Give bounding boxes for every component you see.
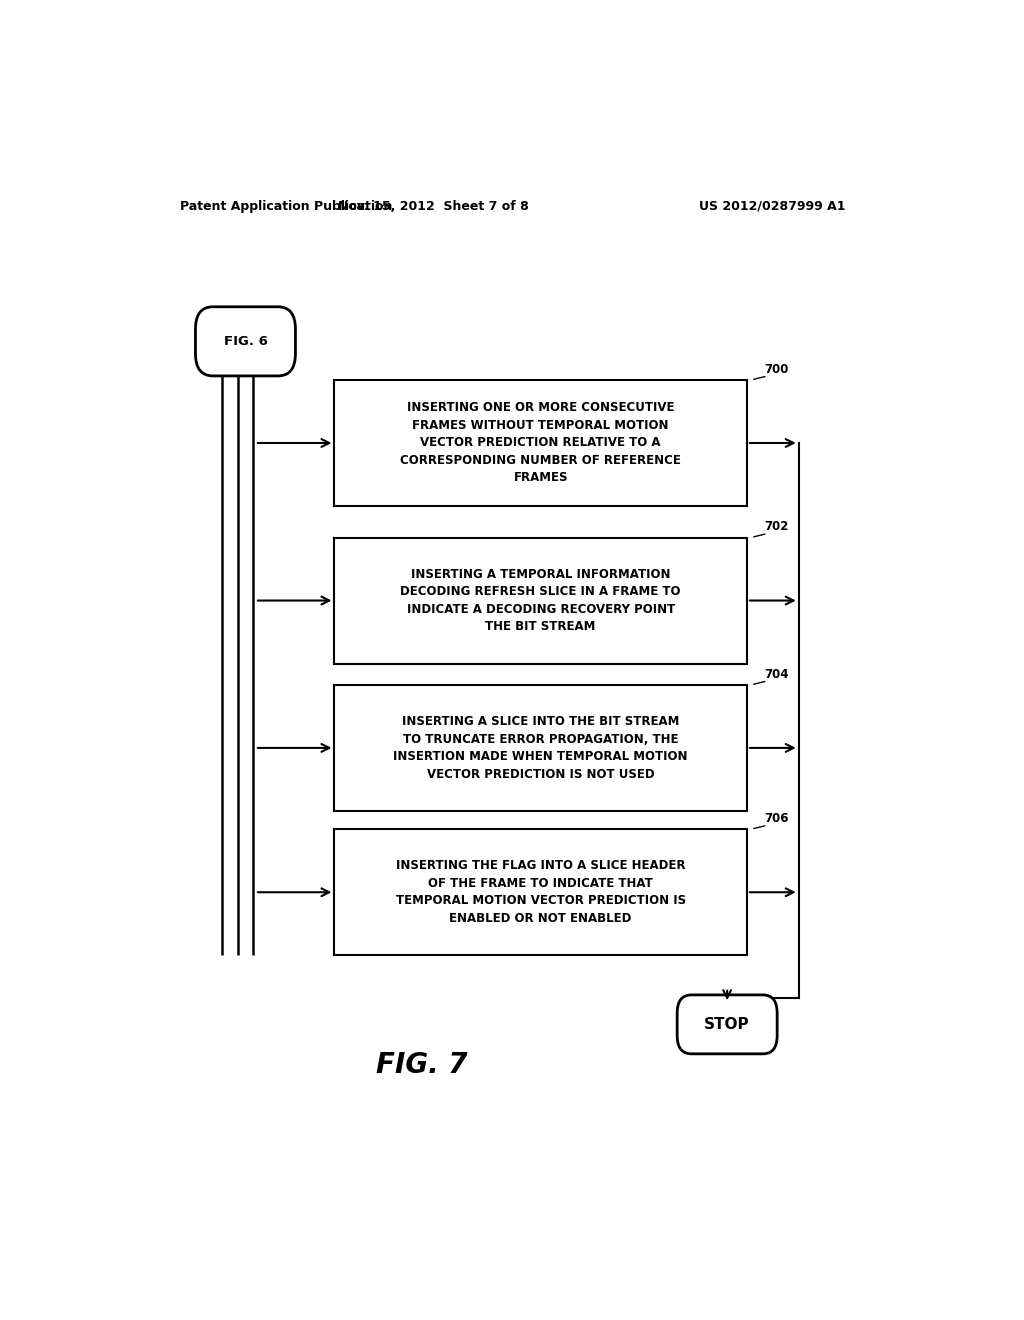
- Text: INSERTING ONE OR MORE CONSECUTIVE
FRAMES WITHOUT TEMPORAL MOTION
VECTOR PREDICTI: INSERTING ONE OR MORE CONSECUTIVE FRAMES…: [400, 401, 681, 484]
- Text: 706: 706: [765, 812, 788, 825]
- Text: INSERTING THE FLAG INTO A SLICE HEADER
OF THE FRAME TO INDICATE THAT
TEMPORAL MO: INSERTING THE FLAG INTO A SLICE HEADER O…: [395, 859, 686, 925]
- Text: Patent Application Publication: Patent Application Publication: [179, 199, 392, 213]
- FancyBboxPatch shape: [334, 685, 748, 810]
- FancyBboxPatch shape: [334, 829, 748, 956]
- Text: US 2012/0287999 A1: US 2012/0287999 A1: [699, 199, 846, 213]
- Text: INSERTING A SLICE INTO THE BIT STREAM
TO TRUNCATE ERROR PROPAGATION, THE
INSERTI: INSERTING A SLICE INTO THE BIT STREAM TO…: [393, 715, 688, 780]
- Text: FIG. 6: FIG. 6: [223, 335, 267, 348]
- Text: INSERTING A TEMPORAL INFORMATION
DECODING REFRESH SLICE IN A FRAME TO
INDICATE A: INSERTING A TEMPORAL INFORMATION DECODIN…: [400, 568, 681, 634]
- Text: 702: 702: [765, 520, 788, 533]
- Text: 704: 704: [765, 668, 788, 681]
- FancyBboxPatch shape: [677, 995, 777, 1053]
- Text: 700: 700: [765, 363, 788, 376]
- Text: Nov. 15, 2012  Sheet 7 of 8: Nov. 15, 2012 Sheet 7 of 8: [338, 199, 529, 213]
- Text: FIG. 7: FIG. 7: [376, 1051, 467, 1078]
- FancyBboxPatch shape: [334, 537, 748, 664]
- Text: STOP: STOP: [705, 1016, 750, 1032]
- FancyBboxPatch shape: [334, 380, 748, 506]
- FancyBboxPatch shape: [196, 306, 296, 376]
